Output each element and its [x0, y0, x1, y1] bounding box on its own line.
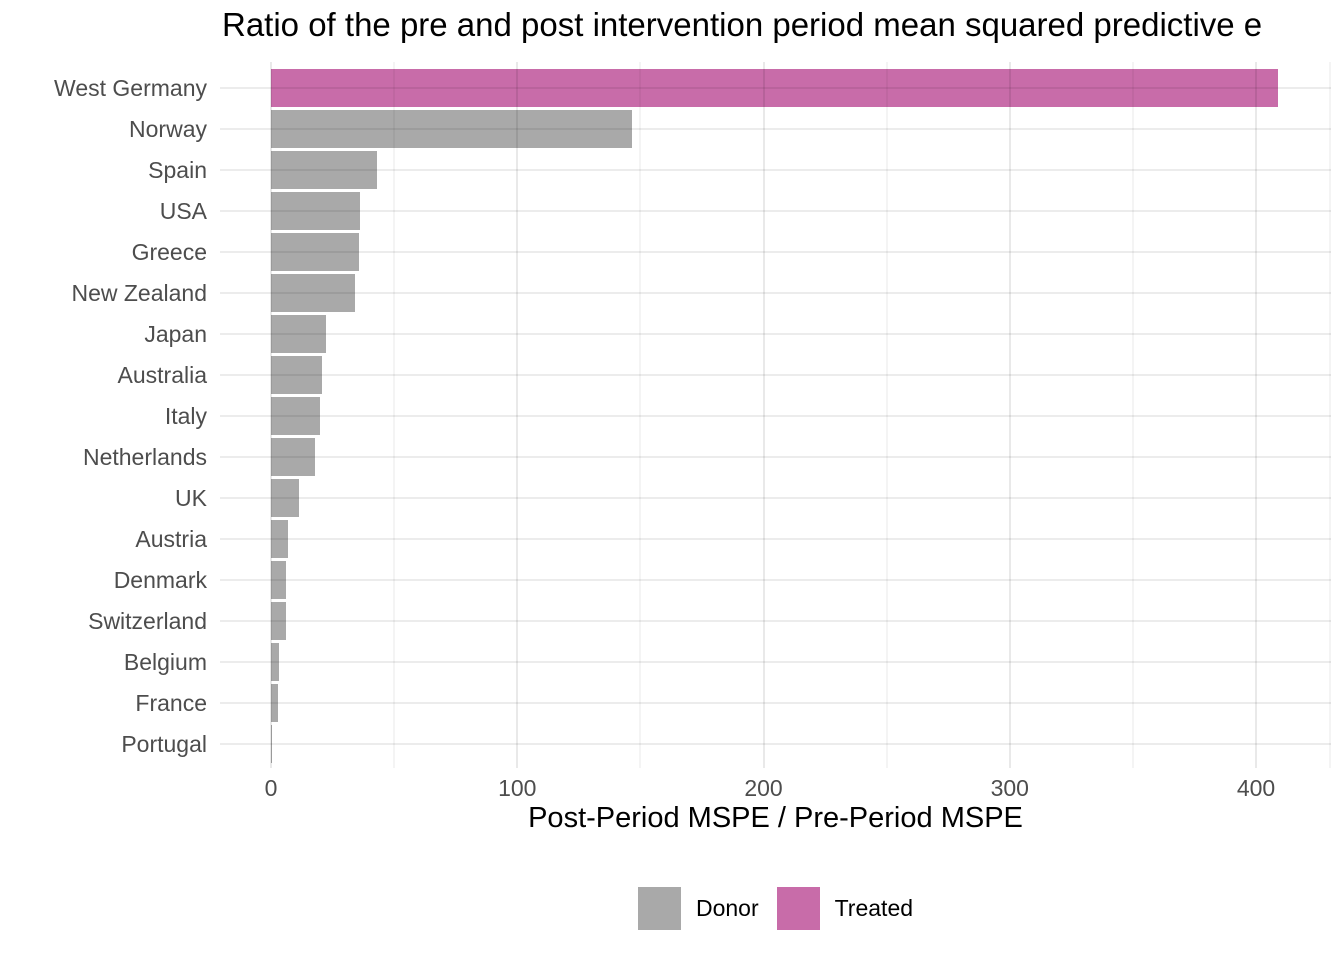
gridline-y-netherlands [220, 456, 1331, 458]
x-tick-label-400: 400 [1236, 775, 1276, 801]
bar-uk [271, 479, 300, 517]
legend-item-donor: Donor [637, 887, 759, 930]
gridline-y-italy [220, 415, 1331, 417]
gridline-y-norway [220, 128, 1331, 130]
bar-japan [271, 315, 326, 353]
bar-belgium [271, 643, 280, 681]
bar-netherlands [271, 438, 316, 476]
bar-switzerland [271, 602, 287, 640]
x-tick-label-200: 200 [744, 775, 783, 801]
gridline-x-minor-350 [1131, 62, 1134, 768]
y-label-belgium: Belgium [123, 649, 207, 675]
legend: Donor Treated [220, 887, 1331, 930]
bar-norway [271, 110, 633, 148]
bar-denmark [271, 561, 287, 599]
y-label-switzerland: Switzerland [88, 608, 207, 634]
bar-spain [271, 151, 378, 189]
x-axis-title: Post-Period MSPE / Pre-Period MSPE [528, 802, 1023, 834]
gridline-y-france [220, 702, 1331, 704]
gridline-x-minor-150 [639, 62, 642, 768]
gridline-y-austria [220, 538, 1331, 540]
gridline-x-minor-50 [393, 62, 396, 768]
gridline-x-100 [516, 62, 519, 768]
legend-label-donor: Donor [695, 895, 759, 921]
bar-west-germany [271, 69, 1279, 107]
gridline-y-new-zealand [220, 292, 1331, 294]
panel-right-edge-line [1329, 62, 1331, 768]
y-label-west-germany: West Germany [54, 75, 207, 101]
y-label-france: France [135, 690, 207, 716]
gridline-x-minor-250 [885, 62, 888, 768]
gridline-y-australia [220, 374, 1331, 376]
bar-usa [271, 192, 360, 230]
y-label-norway: Norway [129, 116, 207, 142]
gridline-y-belgium [220, 661, 1331, 663]
y-label-netherlands: Netherlands [82, 444, 207, 470]
bar-greece [271, 233, 359, 271]
gridline-x-300 [1008, 62, 1011, 768]
treated-color-swatch [776, 887, 820, 930]
y-label-denmark: Denmark [113, 567, 207, 593]
bar-austria [271, 520, 289, 558]
donor-color-swatch [637, 887, 681, 930]
bar-australia [271, 356, 322, 394]
y-label-portugal: Portugal [121, 731, 207, 757]
gridline-y-switzerland [220, 620, 1331, 622]
gridline-y-japan [220, 333, 1331, 335]
y-label-uk: UK [175, 485, 207, 511]
gridline-y-portugal [220, 743, 1331, 745]
gridline-y-spain [220, 169, 1331, 171]
y-label-japan: Japan [144, 321, 207, 347]
bar-italy [271, 397, 320, 435]
y-label-new-zealand: New Zealand [71, 280, 207, 306]
x-tick-label-0: 0 [264, 775, 278, 801]
bar-france [271, 684, 279, 722]
chart-title: Ratio of the pre and post intervention p… [222, 6, 1263, 43]
x-tick-label-300: 300 [990, 775, 1029, 801]
gridline-y-west-germany [220, 87, 1331, 89]
y-label-usa: USA [159, 198, 207, 224]
gridline-y-denmark [220, 579, 1331, 581]
y-label-greece: Greece [131, 239, 207, 265]
y-label-italy: Italy [164, 403, 207, 429]
gridline-y-greece [220, 251, 1331, 253]
y-label-australia: Australia [117, 362, 207, 388]
gridline-y-usa [220, 210, 1331, 212]
gridline-x-0 [270, 62, 272, 768]
legend-label-treated: Treated [834, 895, 914, 921]
bar-portugal [271, 725, 273, 763]
y-label-austria: Austria [135, 526, 207, 552]
gridline-y-uk [220, 497, 1331, 499]
y-label-spain: Spain [148, 157, 207, 183]
gridline-x-400 [1255, 62, 1257, 768]
x-tick-label-100: 100 [498, 775, 537, 801]
plot-panel [220, 62, 1331, 768]
bar-new-zealand [271, 274, 355, 312]
legend-item-treated: Treated [776, 887, 914, 930]
gridline-x-200 [762, 62, 765, 768]
